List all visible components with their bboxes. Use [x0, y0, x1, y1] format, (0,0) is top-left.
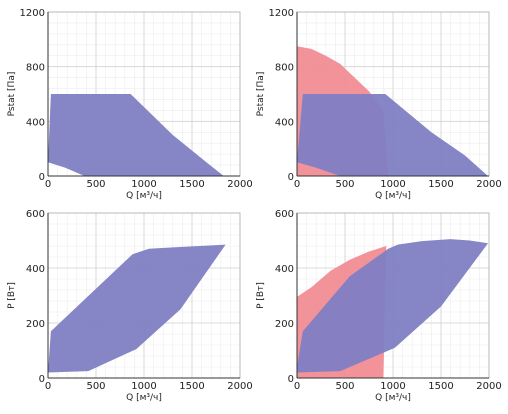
y-tick-label: 800 — [26, 63, 45, 74]
data-region-2 — [297, 94, 488, 176]
x-tick-label: 0 — [45, 381, 51, 392]
x-tick-label: 2000 — [476, 179, 501, 190]
x-tick-label: 0 — [294, 179, 300, 190]
x-tick-label: 0 — [45, 179, 51, 190]
y-tick-label: 0 — [39, 172, 45, 183]
x-tick-label: 500 — [86, 381, 105, 392]
y-tick-label: 200 — [275, 319, 294, 330]
y-tick-label: 400 — [26, 264, 45, 275]
y-axis-title: Pstat [Па] — [7, 72, 17, 117]
x-tick-label: 500 — [335, 381, 354, 392]
x-tick-label: 2000 — [476, 381, 501, 392]
y-axis-title: P [Вт] — [256, 282, 266, 309]
y-axis-title: P [Вт] — [7, 282, 17, 309]
chart-panel-4: 0 500 1000 1500 2000 0 200 400 600 Q [м³/ч] P [Вт] — [256, 209, 502, 403]
x-tick-label: 1500 — [179, 381, 204, 392]
x-tick-label: 500 — [86, 179, 105, 190]
chart-panel-3: 0 500 1000 1500 2000 0 200 400 600 Q [м³/ч] P [Вт] — [7, 209, 253, 403]
data-region-1 — [48, 244, 226, 373]
data-region-1 — [48, 94, 224, 176]
x-axis-title: Q [м³/ч] — [126, 393, 162, 403]
x-tick-label: 1000 — [380, 381, 405, 392]
x-tick-label: 500 — [335, 179, 354, 190]
y-tick-label: 400 — [26, 117, 45, 128]
y-tick-label: 0 — [39, 374, 45, 385]
y-tick-label: 1200 — [20, 8, 45, 19]
x-axis-title: Q [м³/ч] — [126, 191, 162, 201]
chart-panel-2: 0 500 1000 1500 2000 0 400 800 1200 Q [м³/ч] Pstat… — [256, 8, 502, 201]
x-tick-label: 2000 — [227, 381, 252, 392]
y-tick-label: 1200 — [269, 8, 294, 19]
data-region-2 — [297, 239, 488, 373]
y-tick-label: 400 — [275, 264, 294, 275]
y-tick-label: 400 — [275, 117, 294, 128]
x-tick-label: 2000 — [227, 179, 252, 190]
y-tick-label: 600 — [275, 209, 294, 220]
y-tick-label: 600 — [26, 209, 45, 220]
x-tick-label: 1500 — [428, 381, 453, 392]
y-tick-label: 200 — [26, 319, 45, 330]
x-tick-label: 1000 — [131, 381, 156, 392]
x-tick-label: 1000 — [380, 179, 405, 190]
y-axis-title: Pstat [Па] — [256, 72, 266, 117]
x-tick-label: 1500 — [179, 179, 204, 190]
y-tick-label: 0 — [288, 374, 294, 385]
y-tick-label: 800 — [275, 63, 294, 74]
y-tick-label: 0 — [288, 172, 294, 183]
x-tick-label: 0 — [294, 381, 300, 392]
chart-panel-1: 0 500 1000 1500 2000 0 400 800 1200 Q [м³/ч] Pstat… — [7, 8, 253, 201]
x-axis-title: Q [м³/ч] — [375, 191, 411, 201]
x-tick-label: 1500 — [428, 179, 453, 190]
x-tick-label: 1000 — [131, 179, 156, 190]
x-axis-title: Q [м³/ч] — [375, 393, 411, 403]
